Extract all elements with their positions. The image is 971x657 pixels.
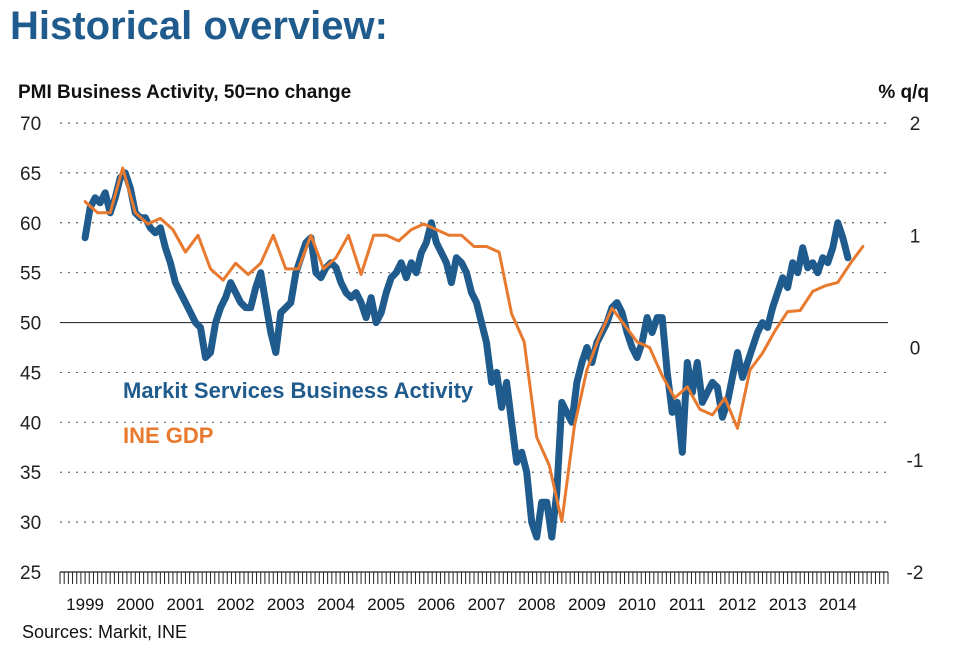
left-tick-label: 40	[20, 413, 41, 434]
x-tick-label: 2008	[518, 595, 556, 614]
x-tick-label: 2010	[618, 595, 656, 614]
right-tick-label: 1	[910, 226, 921, 247]
x-tick-label: 2012	[719, 595, 757, 614]
pmi-series-line	[81, 169, 852, 541]
right-tick-label: -2	[907, 563, 924, 584]
series-lines	[81, 166, 865, 541]
left-tick-label: 35	[20, 463, 41, 484]
left-tick-label: 65	[20, 164, 41, 185]
x-tick-label: 2002	[217, 595, 255, 614]
annotations: Markit Services Business Activity INE GDP	[123, 378, 474, 448]
left-tick-label: 45	[20, 363, 41, 384]
left-axis-label: PMI Business Activity, 50=no change	[18, 82, 352, 103]
x-tick-label: 2013	[769, 595, 807, 614]
x-tick-label: 2007	[468, 595, 506, 614]
right-tick-label: 0	[910, 339, 921, 360]
right-tick-label: -1	[907, 451, 924, 472]
source-note: Sources: Markit, INE	[22, 622, 188, 642]
x-tick-label: 2011	[669, 595, 706, 614]
right-tick-label: 2	[910, 114, 921, 135]
gdp-series-label: INE GDP	[123, 423, 213, 448]
left-tick-label: 25	[20, 563, 41, 584]
x-tick-label: 2001	[167, 595, 205, 614]
pmi-series-label: Markit Services Business Activity	[123, 378, 474, 403]
gdp-series-line	[83, 166, 865, 523]
left-tick-label: 70	[20, 114, 41, 135]
x-tick-label: 2014	[819, 595, 857, 614]
left-tick-label: 55	[20, 264, 41, 285]
x-tick-label: 2005	[367, 595, 405, 614]
left-tick-label: 50	[20, 314, 41, 335]
x-tick-label: 2006	[417, 595, 455, 614]
axes: 25 30 35 40 45 50 55 60 65 70 -2 -1 0 1 2 1999 2000 2001 2…	[20, 114, 923, 614]
x-tick-label: 1999	[66, 595, 104, 614]
x-tick-label: 2000	[116, 595, 154, 614]
x-tick-label: 2004	[317, 595, 355, 614]
right-axis-label: % q/q	[878, 82, 929, 103]
page-title: Historical overview:	[10, 4, 388, 48]
x-tick-label: 2003	[267, 595, 305, 614]
left-tick-label: 60	[20, 214, 41, 235]
left-tick-label: 30	[20, 513, 41, 534]
x-tick-label: 2009	[568, 595, 606, 614]
